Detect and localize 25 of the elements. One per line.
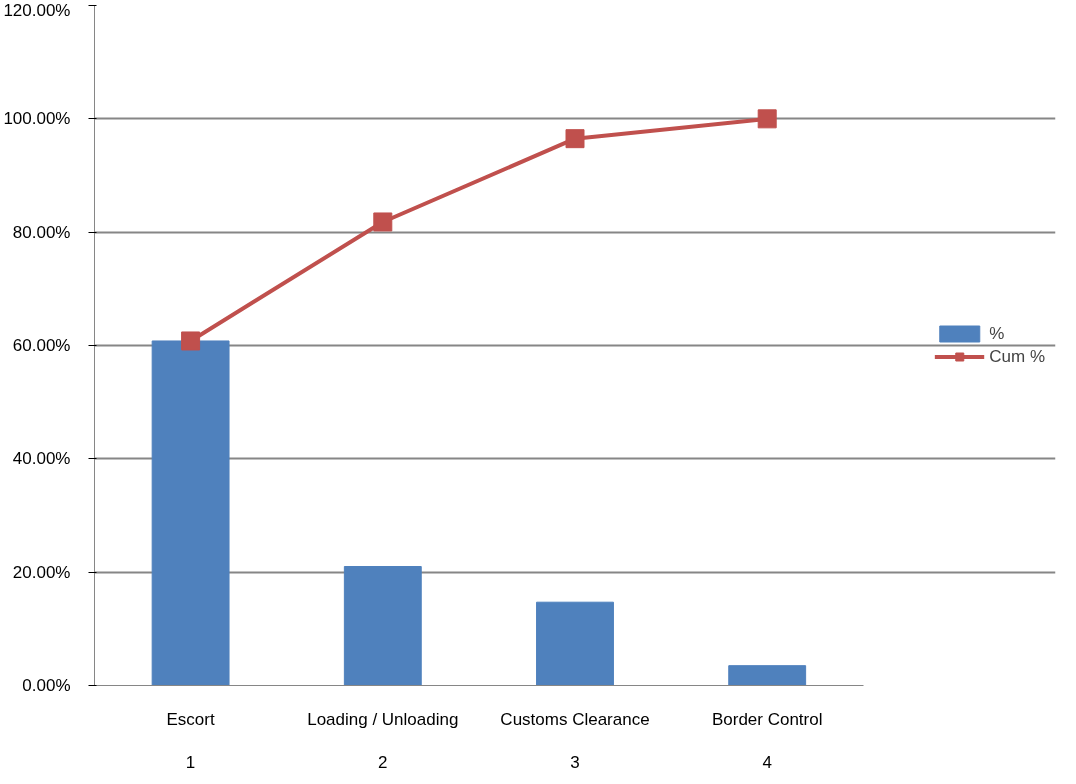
text: 3 [570, 752, 580, 772]
bar [728, 665, 807, 686]
y-tick-label: 80.00% [12, 222, 71, 242]
legend-label: Cum % [989, 346, 1045, 367]
text: 4 [762, 752, 772, 772]
point [181, 331, 201, 351]
point [373, 212, 393, 232]
x-tick-label: Loading / Unloading [307, 709, 459, 729]
y-tick-label: 40.00% [12, 449, 71, 469]
x-tick-label: Customs Clearance [500, 709, 650, 729]
point [757, 109, 777, 129]
y-tick-label: 100.00% [3, 109, 71, 129]
text: 2 [378, 752, 388, 772]
x-tick-label: Escort [166, 709, 215, 729]
y-tick-label: 0.00% [22, 676, 71, 695]
bar [151, 340, 230, 686]
y-tick-label: 120.00% [3, 0, 71, 20]
bar [536, 601, 614, 686]
x-tick-label: Border Control [711, 709, 823, 729]
bar [343, 566, 422, 686]
text: 1 [185, 752, 196, 772]
legend-label: % [989, 323, 1006, 344]
y-tick-label: 20.00% [12, 562, 71, 582]
point [565, 129, 585, 149]
y-tick-label: 60.00% [12, 336, 71, 355]
